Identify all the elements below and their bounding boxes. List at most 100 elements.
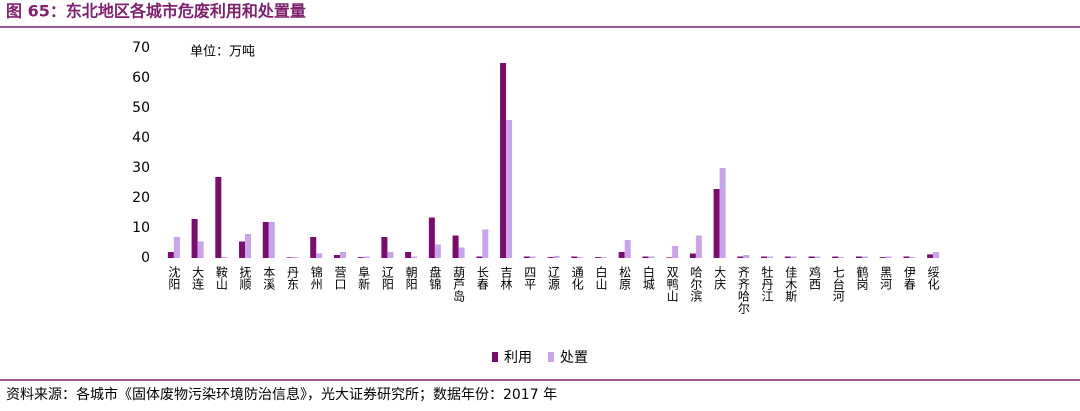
x-tick-label: 鞍山 [214, 265, 228, 290]
bar [452, 235, 459, 258]
unit-annotation: 单位：万吨 [190, 45, 255, 60]
x-tick-label: 哈尔滨 [689, 266, 703, 302]
x-tick-label: 锦州 [309, 266, 323, 290]
x-tick-label: 大庆 [713, 266, 727, 290]
bar [577, 257, 584, 258]
bar [191, 219, 198, 258]
x-tick-label: 双鸭山 [665, 266, 679, 302]
x-tick-label: 大连 [191, 266, 205, 291]
bar [221, 257, 228, 258]
bar [268, 222, 275, 258]
figure-title: 图 65：东北地区各城市危废利用和处置量 [6, 2, 306, 21]
x-tick-label: 松原 [618, 266, 632, 290]
bar [624, 240, 631, 258]
x-tick-label: 通化 [570, 266, 584, 291]
x-tick-label: 牡丹江 [760, 265, 774, 302]
bar [405, 252, 412, 258]
bar [618, 252, 625, 258]
bar [879, 257, 886, 258]
x-tick-label: 丹东 [286, 266, 300, 290]
bar [808, 256, 815, 258]
y-tick-label: 20 [132, 190, 150, 206]
bar [316, 253, 323, 258]
bar [767, 256, 774, 258]
bar [594, 257, 601, 258]
x-tick-label: 七台河 [831, 266, 845, 302]
x-tick-label: 吉林 [499, 266, 513, 290]
bar [197, 241, 204, 258]
y-tick-label: 70 [132, 40, 150, 56]
bar [292, 257, 299, 258]
bar [713, 189, 720, 258]
bar [387, 252, 394, 258]
bar [784, 256, 791, 258]
bar [310, 237, 317, 258]
x-tick-label: 黑河 [879, 266, 893, 290]
x-tick-label: 长春 [475, 266, 489, 291]
legend-swatch [492, 352, 498, 362]
x-tick-label: 鸡西 [808, 265, 822, 290]
y-tick-label: 60 [132, 70, 150, 86]
x-tick-label: 白山 [594, 265, 608, 290]
bar [666, 257, 673, 258]
bar [553, 255, 560, 258]
bar [861, 256, 868, 258]
x-tick-label: 抚顺 [238, 266, 252, 290]
x-tick-label: 佳木斯 [784, 266, 798, 303]
bar [672, 246, 679, 258]
bar [600, 257, 607, 258]
bar [689, 253, 696, 258]
legend-label: 处置 [560, 350, 588, 366]
bar [909, 257, 916, 258]
bar [381, 237, 388, 258]
bar [648, 256, 655, 258]
bar [814, 256, 821, 258]
bar [790, 256, 797, 258]
legend-swatch [548, 352, 554, 362]
x-tick-label: 鹤岗 [855, 265, 869, 290]
bar [173, 237, 180, 258]
bar [286, 257, 293, 258]
bar [434, 244, 441, 258]
x-tick-label: 本溪 [262, 266, 276, 290]
x-tick-label: 葫芦岛 [452, 266, 466, 303]
y-tick-label: 50 [132, 100, 150, 116]
bar [855, 256, 862, 258]
bar [529, 256, 536, 258]
bar [363, 256, 370, 258]
x-tick-label: 朝阳 [404, 266, 418, 290]
bar [571, 256, 578, 258]
bar [695, 235, 702, 258]
legend-label: 利用 [504, 350, 532, 366]
bar [245, 234, 252, 258]
bar [885, 256, 892, 258]
bar [476, 256, 483, 258]
bar [428, 217, 435, 258]
x-tick-label: 沈阳 [167, 265, 181, 290]
bar [761, 256, 768, 258]
bar [737, 256, 744, 258]
x-tick-label: 齐齐哈尔 [736, 265, 750, 314]
bar [482, 229, 489, 258]
x-tick-label: 白城 [641, 265, 655, 291]
bar [500, 63, 507, 258]
bar [719, 168, 726, 258]
bar [838, 257, 845, 258]
x-tick-label: 辽源 [547, 266, 561, 291]
bar [642, 256, 649, 258]
bar [262, 222, 269, 258]
bar [523, 256, 530, 258]
x-tick-label: 盘锦 [428, 265, 442, 290]
x-tick-label: 伊春 [902, 266, 916, 291]
bar [357, 257, 364, 258]
bar [832, 256, 839, 258]
y-tick-label: 0 [141, 250, 150, 266]
source-note: 资料来源：各城市《固体废物污染环境防治信息》，光大证券研究所；数据年份：2017… [6, 386, 557, 403]
x-tick-label: 阜新 [357, 266, 371, 290]
bar [743, 255, 750, 258]
bar [339, 252, 346, 258]
bar [933, 252, 940, 258]
bar [927, 254, 934, 258]
x-tick-label: 绥化 [926, 266, 940, 291]
